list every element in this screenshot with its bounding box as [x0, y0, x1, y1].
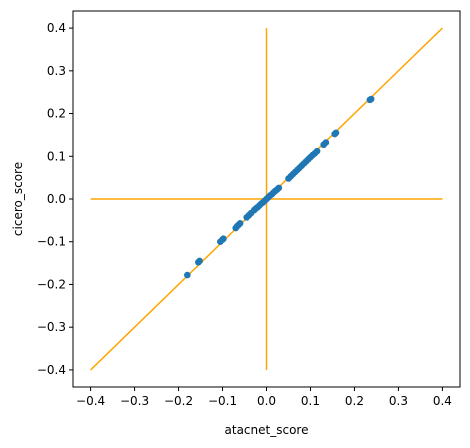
- data-point: [236, 220, 244, 227]
- y-axis: −0.4 −0.3 −0.2 −0.1 0.0 0.1 0.2 0.3 0.4: [37, 21, 73, 377]
- data-point: [313, 147, 321, 155]
- y-tick-label: 0.1: [47, 149, 66, 163]
- x-axis-label: atacnet_score: [225, 423, 309, 437]
- data-point: [220, 235, 227, 243]
- data-point: [322, 139, 330, 146]
- y-tick-label: 0.0: [47, 192, 66, 206]
- x-axis: −0.4 −0.3 −0.2 −0.1 0.0 0.1 0.2 0.3 0.4: [76, 387, 452, 408]
- data-point: [275, 184, 283, 192]
- data-point: [332, 129, 340, 137]
- data-point: [367, 95, 375, 103]
- x-tick-label: −0.4: [76, 394, 105, 408]
- x-tick-label: 0.4: [433, 394, 452, 408]
- data-point: [196, 257, 203, 265]
- x-tick-label: 0.2: [345, 394, 364, 408]
- y-axis-label: cicero_score: [11, 162, 25, 236]
- plot-area: [90, 27, 443, 371]
- data-point: [184, 271, 191, 279]
- y-tick-label: 0.3: [47, 64, 66, 78]
- x-tick-label: −0.3: [120, 394, 149, 408]
- y-tick-label: −0.4: [37, 363, 66, 377]
- x-tick-label: −0.2: [164, 394, 193, 408]
- x-tick-label: 0.3: [389, 394, 408, 408]
- y-tick-label: 0.4: [47, 21, 66, 35]
- y-tick-label: 0.2: [47, 107, 66, 121]
- y-tick-label: −0.3: [37, 320, 66, 334]
- x-tick-label: −0.1: [208, 394, 237, 408]
- y-tick-label: −0.1: [37, 235, 66, 249]
- x-tick-label: 0.1: [301, 394, 320, 408]
- x-tick-label: 0.0: [257, 394, 276, 408]
- y-tick-label: −0.2: [37, 277, 66, 291]
